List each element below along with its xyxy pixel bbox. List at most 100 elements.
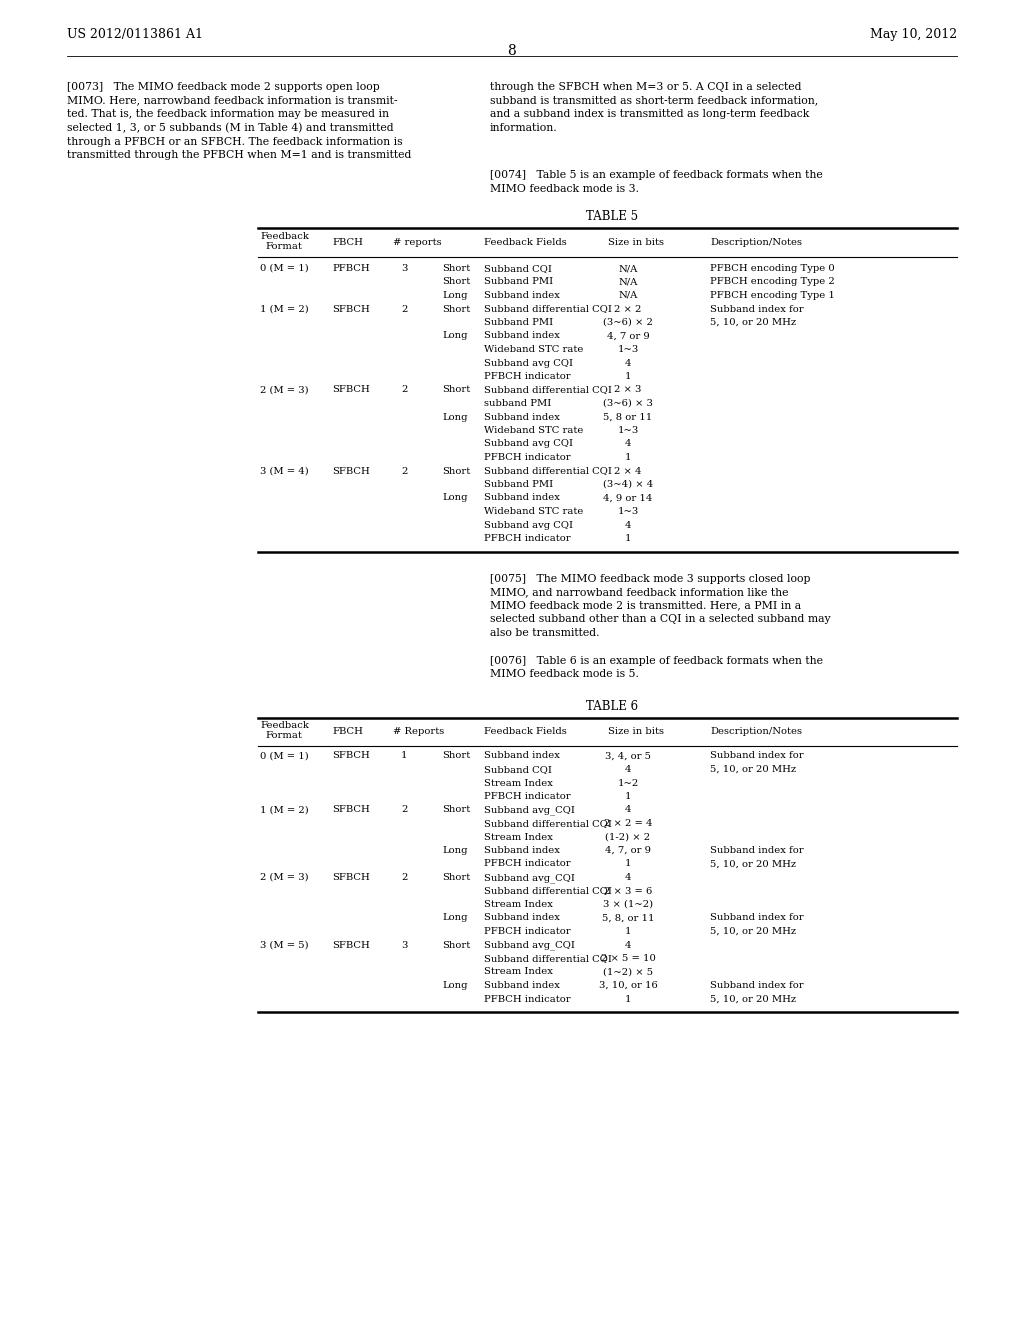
Text: 3: 3 [401,264,408,273]
Text: Subband differential CQI: Subband differential CQI [484,887,612,895]
Text: 3 (M = 4): 3 (M = 4) [260,466,309,475]
Text: Long: Long [442,290,468,300]
Text: Format: Format [265,731,302,741]
Text: Feedback Fields: Feedback Fields [484,238,566,247]
Text: Subband PMI: Subband PMI [484,277,553,286]
Text: 3, 4, or 5: 3, 4, or 5 [605,751,651,760]
Text: 0 (M = 1): 0 (M = 1) [260,751,309,760]
Text: 1~2: 1~2 [617,779,639,788]
Text: 2 × 4: 2 × 4 [614,466,642,475]
Text: 5, 8 or 11: 5, 8 or 11 [603,412,652,421]
Text: 4, 7 or 9: 4, 7 or 9 [606,331,649,341]
Text: SFBCH: SFBCH [332,385,370,395]
Text: N/A: N/A [618,290,638,300]
Text: TABLE 5: TABLE 5 [586,210,638,223]
Text: Subband avg CQI: Subband avg CQI [484,440,573,449]
Text: PFBCH indicator: PFBCH indicator [484,453,570,462]
Text: 0 (M = 1): 0 (M = 1) [260,264,309,273]
Text: PFBCH indicator: PFBCH indicator [484,372,570,381]
Text: 4: 4 [625,940,631,949]
Text: Subband avg_CQI: Subband avg_CQI [484,873,574,883]
Text: Subband CQI: Subband CQI [484,264,552,273]
Text: Size in bits: Size in bits [608,238,664,247]
Text: 4: 4 [625,359,631,367]
Text: Subband avg_CQI: Subband avg_CQI [484,805,574,816]
Text: (3~6) × 3: (3~6) × 3 [603,399,653,408]
Text: Short: Short [442,873,470,882]
Text: Long: Long [442,494,468,503]
Text: 1~3: 1~3 [617,507,639,516]
Text: PFBCH encoding Type 0: PFBCH encoding Type 0 [710,264,835,273]
Text: (3~6) × 2: (3~6) × 2 [603,318,653,327]
Text: 3: 3 [401,940,408,949]
Text: Wideband STC rate: Wideband STC rate [484,345,584,354]
Text: Subband differential CQI: Subband differential CQI [484,954,612,964]
Text: Short: Short [442,751,470,760]
Text: Wideband STC rate: Wideband STC rate [484,426,584,436]
Text: 2 (M = 3): 2 (M = 3) [260,385,308,395]
Text: 1~3: 1~3 [617,426,639,436]
Text: Subband avg CQI: Subband avg CQI [484,359,573,367]
Text: May 10, 2012: May 10, 2012 [869,28,957,41]
Text: PFBCH encoding Type 2: PFBCH encoding Type 2 [710,277,835,286]
Text: 1~3: 1~3 [617,345,639,354]
Text: Subband index for: Subband index for [710,305,804,314]
Text: Subband index: Subband index [484,331,560,341]
Text: Subband differential CQI: Subband differential CQI [484,818,612,828]
Text: Feedback: Feedback [260,722,309,730]
Text: Size in bits: Size in bits [608,727,664,737]
Text: 4: 4 [625,805,631,814]
Text: (1~2) × 5: (1~2) × 5 [603,968,653,977]
Text: 1: 1 [401,751,408,760]
Text: subband PMI: subband PMI [484,399,551,408]
Text: 2: 2 [401,305,408,314]
Text: 1: 1 [625,535,631,543]
Text: 3 × (1~2): 3 × (1~2) [603,900,653,909]
Text: Subband index for: Subband index for [710,846,804,855]
Text: Subband differential CQI: Subband differential CQI [484,305,612,314]
Text: Subband index: Subband index [484,913,560,923]
Text: 1: 1 [625,792,631,801]
Text: through the SFBCH when M=3 or 5. A CQI in a selected
subband is transmitted as s: through the SFBCH when M=3 or 5. A CQI i… [490,82,818,133]
Text: # reports: # reports [393,238,441,247]
Text: Subband index for: Subband index for [710,913,804,923]
Text: Long: Long [442,412,468,421]
Text: Subband index for: Subband index for [710,981,804,990]
Text: 4: 4 [625,520,631,529]
Text: 2: 2 [401,385,408,395]
Text: Short: Short [442,940,470,949]
Text: Subband CQI: Subband CQI [484,766,552,774]
Text: SFBCH: SFBCH [332,305,370,314]
Text: 5, 8, or 11: 5, 8, or 11 [602,913,654,923]
Text: Short: Short [442,466,470,475]
Text: [0076]   Table 6 is an example of feedback formats when the
MIMO feedback mode i: [0076] Table 6 is an example of feedback… [490,656,823,678]
Text: PFBCH indicator: PFBCH indicator [484,535,570,543]
Text: PFBCH encoding Type 1: PFBCH encoding Type 1 [710,290,835,300]
Text: 3 (M = 5): 3 (M = 5) [260,940,308,949]
Text: Feedback: Feedback [260,232,309,242]
Text: Stream Index: Stream Index [484,968,553,977]
Text: 5, 10, or 20 MHz: 5, 10, or 20 MHz [710,859,796,869]
Text: (1-2) × 2: (1-2) × 2 [605,833,650,842]
Text: SFBCH: SFBCH [332,873,370,882]
Text: 4: 4 [625,766,631,774]
Text: 1: 1 [625,453,631,462]
Text: # Reports: # Reports [393,727,444,737]
Text: [0074]   Table 5 is an example of feedback formats when the
MIMO feedback mode i: [0074] Table 5 is an example of feedback… [490,170,822,194]
Text: Subband PMI: Subband PMI [484,318,553,327]
Text: Subband index: Subband index [484,846,560,855]
Text: 2 × 3 = 6: 2 × 3 = 6 [604,887,652,895]
Text: Short: Short [442,264,470,273]
Text: PFBCH: PFBCH [332,264,370,273]
Text: Short: Short [442,385,470,395]
Text: Description/Notes: Description/Notes [710,727,802,737]
Text: Short: Short [442,805,470,814]
Text: Subband index: Subband index [484,412,560,421]
Text: SFBCH: SFBCH [332,940,370,949]
Text: 1: 1 [625,372,631,381]
Text: Stream Index: Stream Index [484,779,553,788]
Text: 1 (M = 2): 1 (M = 2) [260,805,309,814]
Text: N/A: N/A [618,264,638,273]
Text: 2 × 5 = 10: 2 × 5 = 10 [600,954,655,964]
Text: US 2012/0113861 A1: US 2012/0113861 A1 [67,28,203,41]
